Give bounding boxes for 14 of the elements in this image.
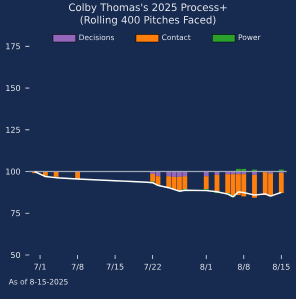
y-tick-label: 75 — [11, 210, 20, 216]
x-tick-label: 8/15 — [272, 264, 290, 270]
y-tick-label: 100 — [6, 168, 20, 175]
x-tick-label: 8/1 — [200, 264, 212, 270]
x-tick-label: 7/1 — [34, 264, 46, 270]
x-tick-label: 7/8 — [72, 264, 84, 270]
y-tick-label: 125 — [6, 126, 20, 133]
x-tick-label: 7/15 — [106, 264, 124, 270]
chart-title: Colby Thomas's 2025 Process+ (Rolling 400 Pitches Faced) — [68, 3, 227, 26]
y-tick-label: 175 — [6, 43, 20, 50]
y-tick-label: 150 — [6, 85, 20, 92]
x-tick-label: 8/8 — [238, 264, 250, 270]
y-tick-label: 50 — [11, 252, 20, 258]
x-tick-label: 7/22 — [144, 264, 161, 270]
